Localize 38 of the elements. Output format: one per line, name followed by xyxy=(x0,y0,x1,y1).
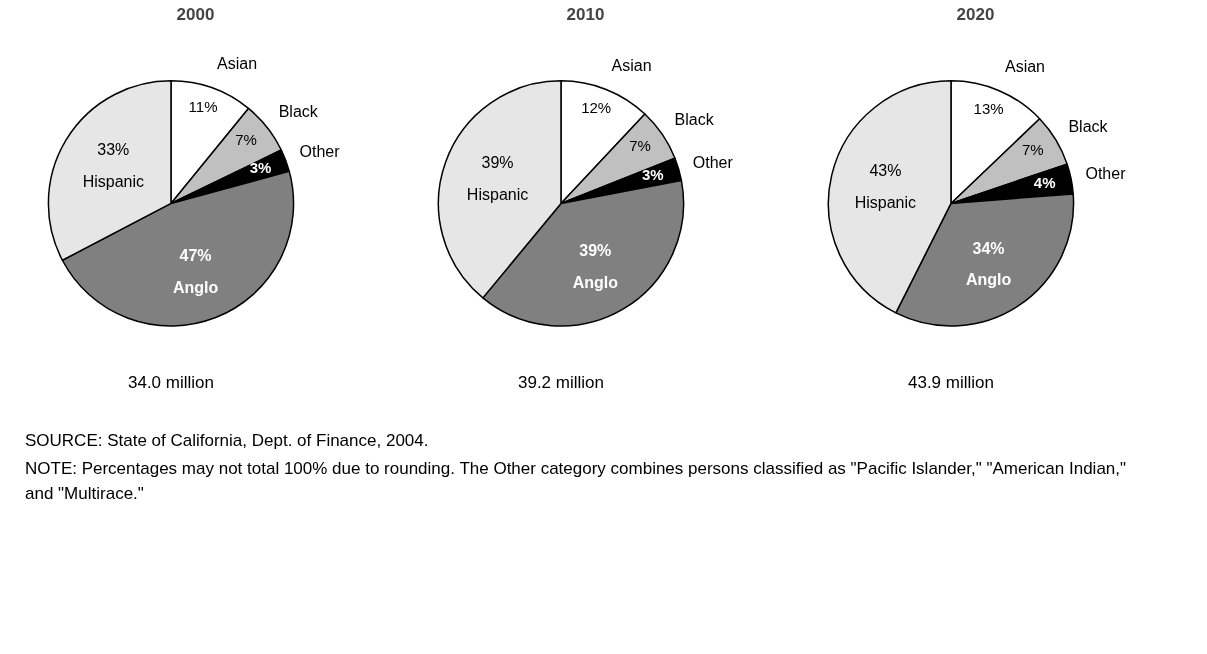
slice-label: Hispanic xyxy=(466,186,529,204)
slice-label: Anglo xyxy=(172,278,219,296)
slice-label: Asian xyxy=(611,56,652,74)
slice-label: Black xyxy=(674,111,715,129)
text: 39.2 million xyxy=(517,372,604,392)
data-label: 3% xyxy=(641,166,664,184)
data-label: 12% xyxy=(581,98,612,116)
data-label: 3% xyxy=(249,158,272,176)
data-label: 34% xyxy=(972,239,1005,257)
data-label: 39% xyxy=(579,241,612,259)
data-label: 13% xyxy=(973,99,1004,117)
text: 43.9 million xyxy=(907,372,994,392)
text: NOTE: Percentages may not total 100% due to rounding. The Other category combines persons classified as "Pacific Islander," "American Indian," and "Multirace." xyxy=(25,458,1128,505)
chart-title: 2010 xyxy=(566,4,605,24)
data-label: 7% xyxy=(235,130,257,148)
data-label: 7% xyxy=(629,136,651,154)
slice-label: Hispanic xyxy=(854,193,917,211)
data-label: 47% xyxy=(179,246,212,264)
data-label: 39% xyxy=(481,154,514,172)
slice-label: Other xyxy=(299,142,341,160)
chart-title: 2020 xyxy=(956,4,995,24)
source-note: SOURCE: State of California, Dept. of Finance, 2004. xyxy=(25,430,430,452)
slice-label: Anglo xyxy=(965,271,1012,289)
slice-label: Other xyxy=(692,153,734,171)
slice-label: Hispanic xyxy=(82,173,144,191)
data-label: 43% xyxy=(869,162,902,180)
slice-label: Anglo xyxy=(572,273,619,291)
slice-label: Asian xyxy=(217,55,258,73)
text: 34.0 million xyxy=(127,372,214,392)
chart-title: 2000 xyxy=(176,4,215,24)
slice-label: Asian xyxy=(1005,58,1046,76)
slice-label: Black xyxy=(1068,118,1109,136)
slice-label: Black xyxy=(278,102,319,120)
data-label: 7% xyxy=(1021,141,1044,159)
data-label: 11% xyxy=(188,97,218,115)
data-label: 33% xyxy=(97,141,130,159)
data-label: 4% xyxy=(1033,174,1056,192)
slice-label: Other xyxy=(1085,165,1127,183)
